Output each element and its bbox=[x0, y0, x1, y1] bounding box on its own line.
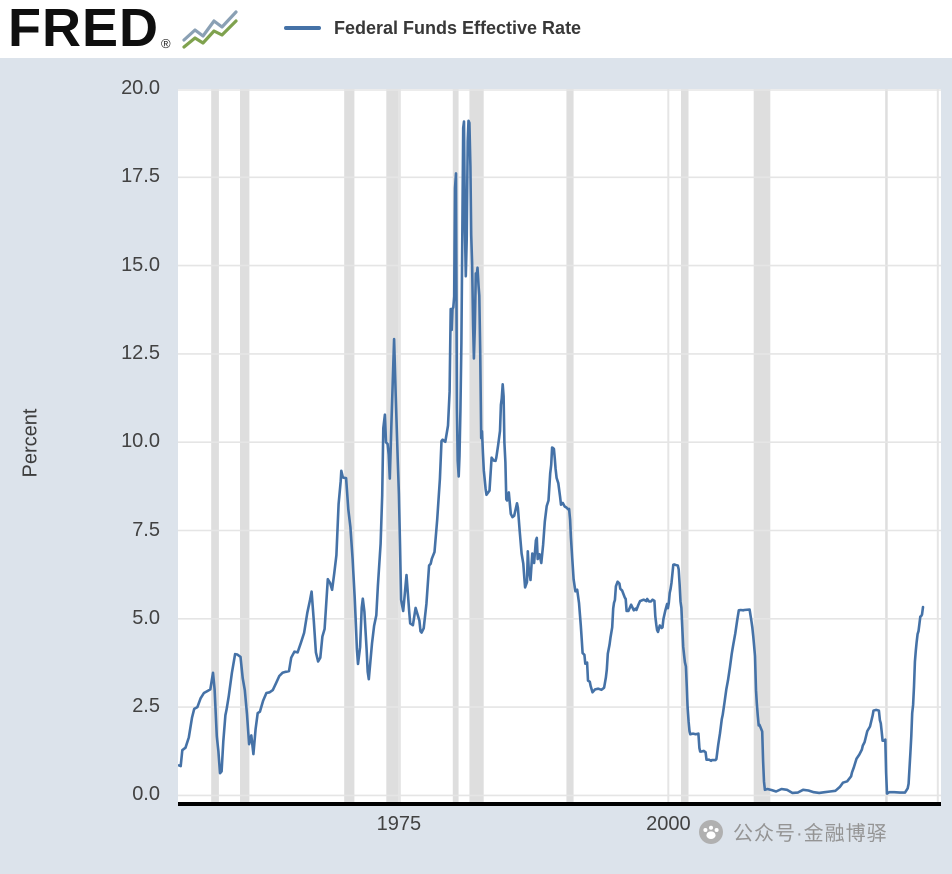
y-axis-tick-label: 7.5 bbox=[132, 518, 160, 541]
chart-legend: Federal Funds Effective Rate bbox=[284, 0, 581, 56]
x-axis-tick-label: 1975 bbox=[376, 813, 422, 835]
fred-logo-text: FRED bbox=[8, 0, 159, 58]
paw-logo-icon bbox=[698, 819, 724, 845]
watermark: 公众号·金融博驿 bbox=[698, 817, 888, 846]
y-axis-tick-label: 12.5 bbox=[121, 341, 160, 364]
x-axis-tick-label: 2000 bbox=[646, 813, 691, 835]
y-axis-tick-label: 2.5 bbox=[132, 695, 160, 718]
recession-band bbox=[681, 89, 689, 806]
recession-band bbox=[240, 89, 250, 806]
fred-logo: FRED ® bbox=[8, 0, 239, 58]
y-axis-tick-label: 5.0 bbox=[132, 606, 160, 629]
recession-band bbox=[211, 89, 219, 806]
recession-band bbox=[344, 89, 355, 806]
series-line-federal-funds-rate bbox=[178, 119, 925, 795]
recession-band bbox=[885, 89, 888, 806]
header-bar: FRED ® Federal Funds Effective Rate bbox=[0, 0, 952, 58]
y-axis-title: Percent bbox=[19, 408, 42, 478]
y-axis-tick-label: 0.0 bbox=[132, 783, 160, 806]
y-axis-tick-label: 17.5 bbox=[121, 165, 160, 188]
y-axis-tick-label: 20.0 bbox=[121, 77, 160, 99]
chart-canvas bbox=[178, 89, 941, 806]
watermark-text: 公众号·金融博驿 bbox=[733, 823, 888, 845]
recession-band bbox=[452, 89, 459, 806]
fred-sparkline-icon bbox=[181, 8, 239, 55]
y-axis-tick-label: 10.0 bbox=[121, 430, 160, 453]
y-axis-tick-label: 15.0 bbox=[121, 253, 160, 276]
recession-band bbox=[386, 89, 401, 806]
plot-area[interactable] bbox=[178, 89, 941, 806]
recession-band bbox=[753, 89, 771, 806]
recession-band bbox=[566, 89, 574, 806]
registered-trademark-icon: ® bbox=[161, 36, 171, 51]
legend-line-swatch bbox=[284, 26, 321, 30]
legend-series-label: Federal Funds Effective Rate bbox=[334, 17, 582, 38]
